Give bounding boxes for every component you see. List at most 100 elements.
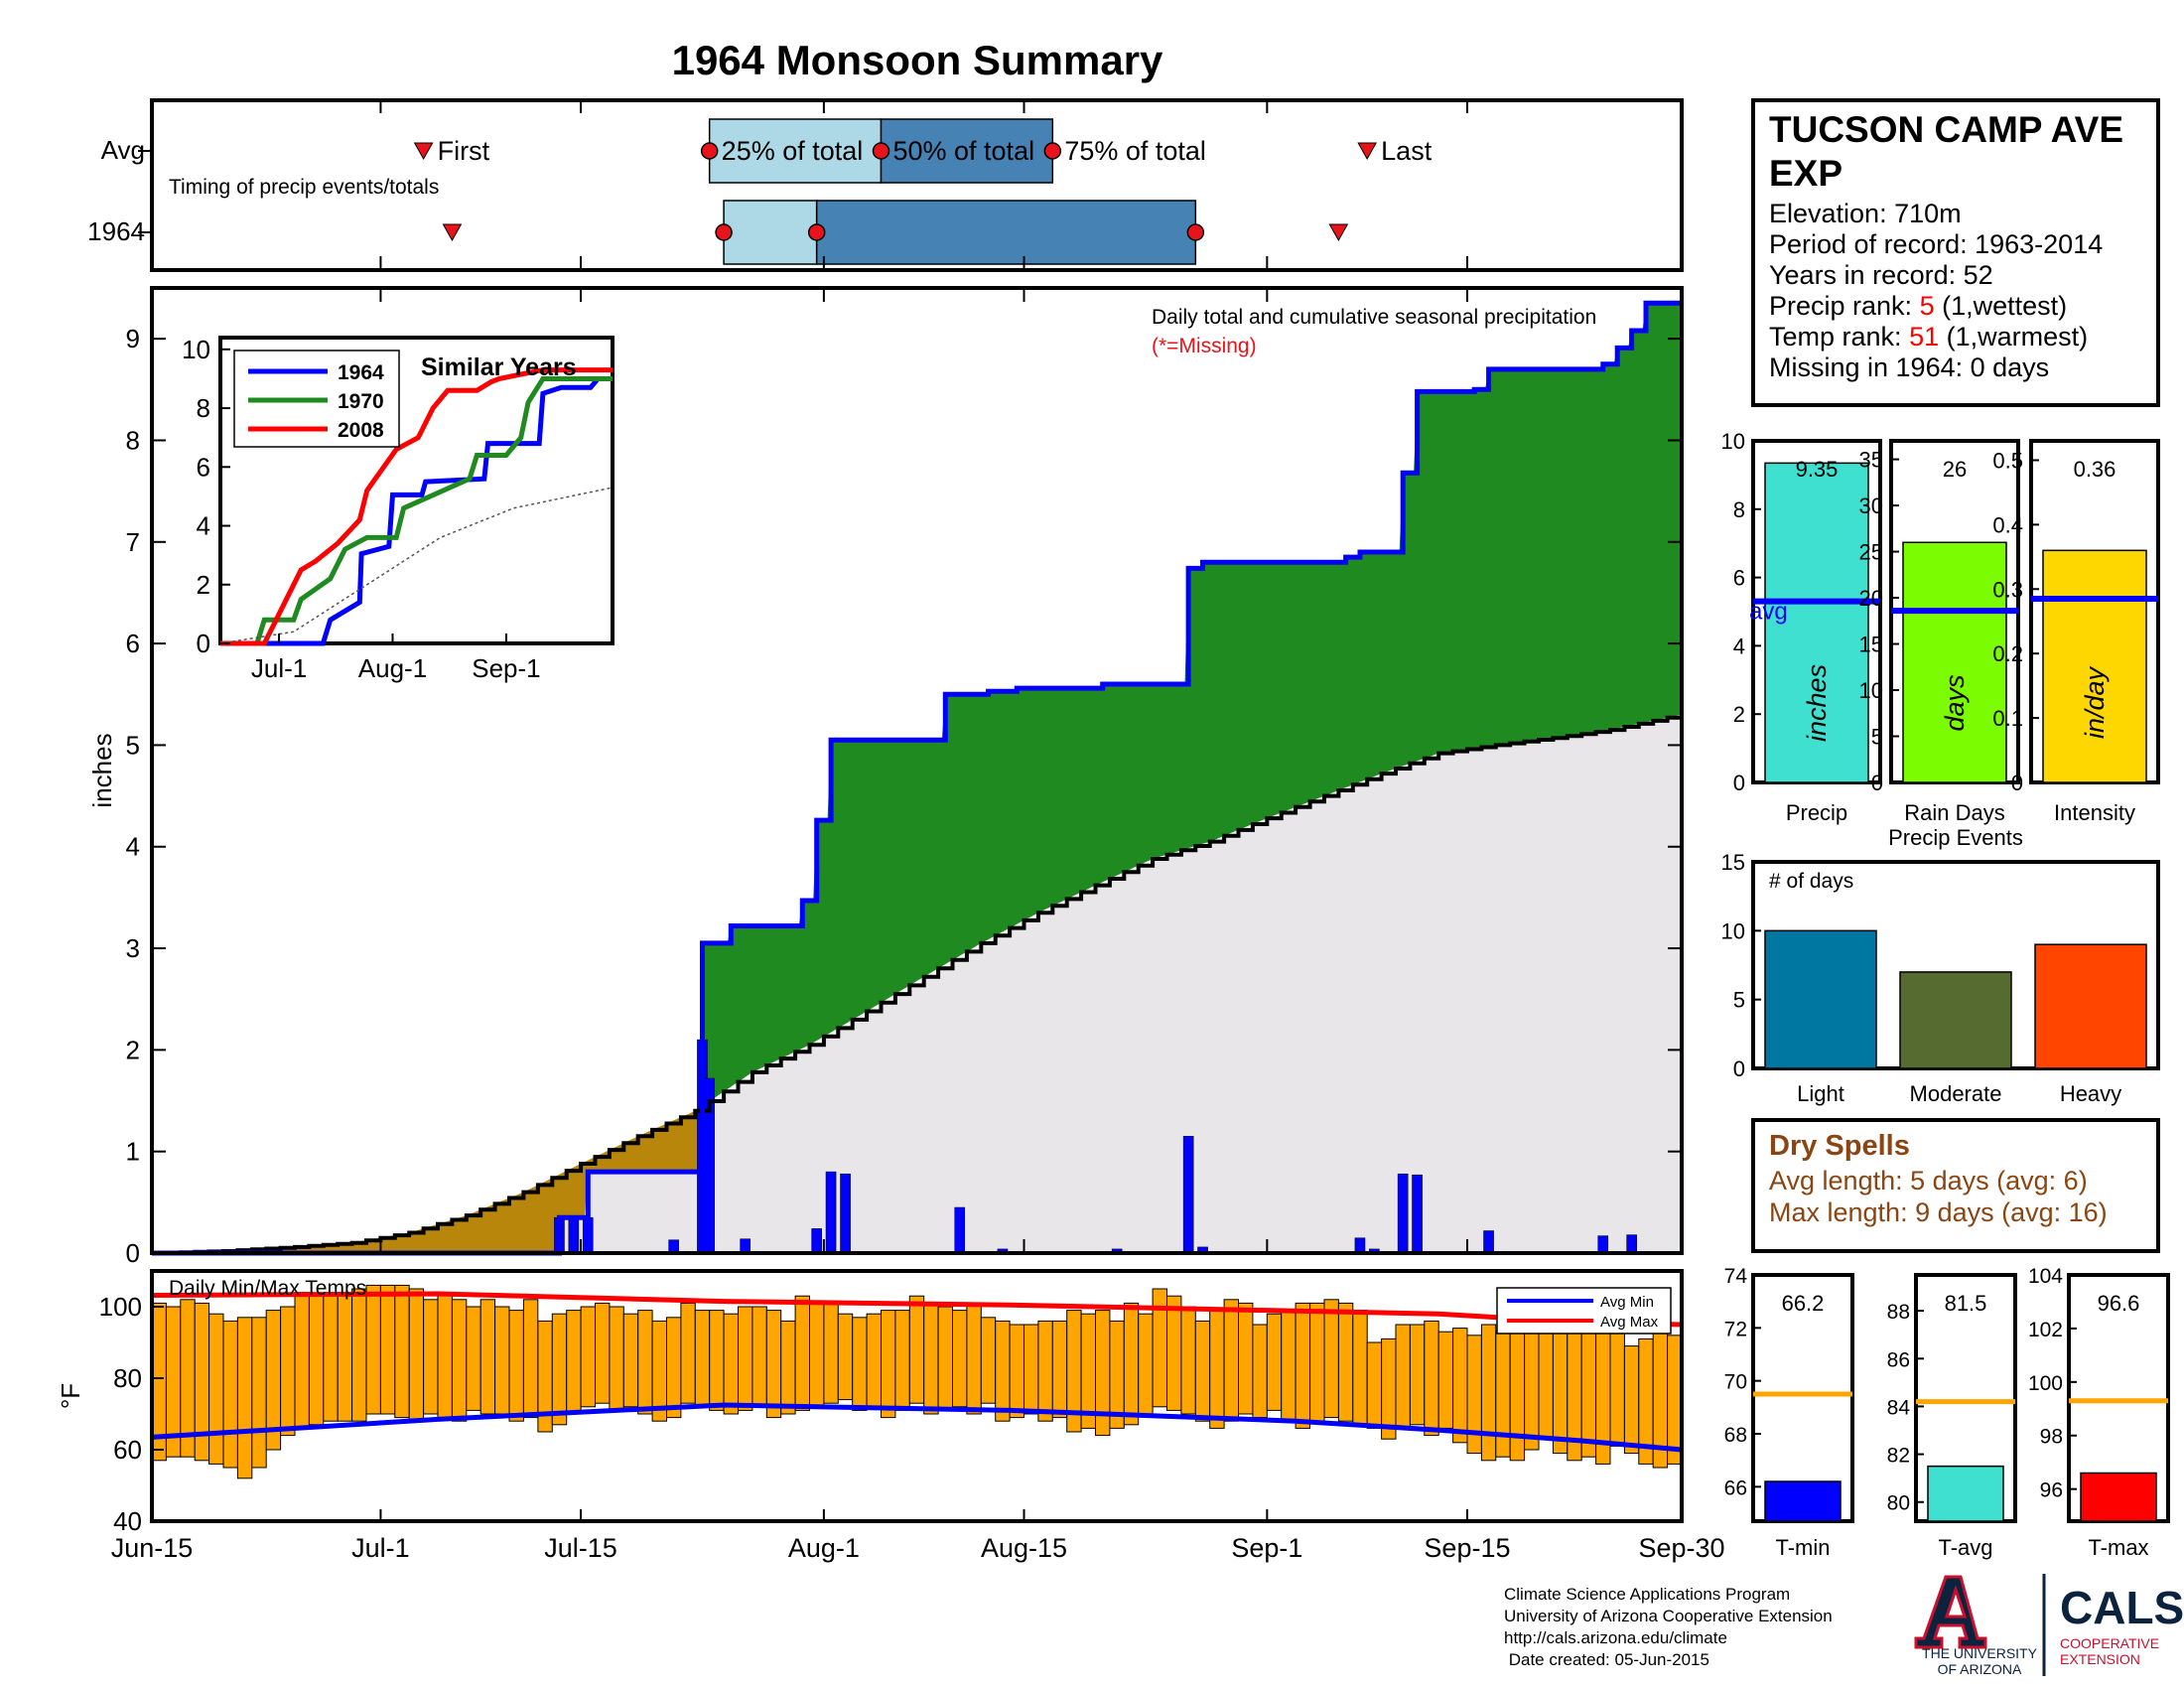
xtick-label: Aug-15 <box>981 1533 1067 1563</box>
daily-temp-bar <box>866 1313 882 1408</box>
daily-temp-bar <box>966 1302 982 1415</box>
stat-ytick-label: 5 <box>1871 725 1883 750</box>
stat-ytick-label: 30 <box>1859 493 1883 518</box>
events-title: Precip Events <box>1888 825 2023 850</box>
daily-precip-bar <box>811 1228 822 1254</box>
stat-value-text: 26 <box>1943 457 1967 482</box>
daily-temp-bar <box>1309 1302 1325 1422</box>
cals-sub-line2: EXTENSION <box>2060 1651 2140 1667</box>
cals-sub-line1: COOPERATIVE <box>2060 1635 2159 1651</box>
figure-title: 1964 Monsoon Summary <box>672 37 1163 83</box>
temp-stat-ytick-label: 84 <box>1887 1396 1911 1419</box>
daily-temp-bar <box>1037 1320 1053 1422</box>
main-ytick-label: 1 <box>126 1137 140 1167</box>
daily-temp-bar <box>780 1320 796 1415</box>
daily-precip-bar <box>740 1238 751 1254</box>
stat-unit-text: days <box>1940 674 1970 731</box>
daily-temp-bar <box>222 1320 238 1469</box>
temp-ylabel: °F <box>56 1383 85 1409</box>
events-category-label: Light <box>1797 1081 1844 1106</box>
xtick-label: Sep-15 <box>1424 1533 1510 1563</box>
events-ytick-label: 10 <box>1721 918 1745 943</box>
daily-temp-bar <box>837 1313 854 1401</box>
daily-temp-bar <box>551 1313 568 1426</box>
daily-temp-bar <box>479 1299 496 1415</box>
daily-temp-bar <box>1395 1324 1411 1429</box>
inset-ytick-label: 6 <box>197 452 210 482</box>
temp-stat-bar <box>1764 1480 1842 1522</box>
station-frame <box>1751 98 2160 407</box>
temp-ytick-label: 60 <box>113 1435 142 1465</box>
daily-temp-bar <box>794 1295 810 1411</box>
main-ylabel: inches <box>87 733 117 807</box>
main-frame <box>150 286 1684 1255</box>
stat-ytick-label: 2 <box>1733 702 1745 727</box>
stat-ytick-label: 0.3 <box>1992 577 2023 602</box>
daily-temp-bar <box>1509 1317 1526 1462</box>
stat-ytick-label: 0 <box>1871 771 1883 795</box>
inset-legend-label-1964: 1964 <box>338 361 384 384</box>
stat-ytick-label: 6 <box>1733 566 1745 591</box>
daily-temp-bar <box>1381 1337 1397 1440</box>
main-ytick-label: 4 <box>126 832 140 862</box>
label-first: First <box>438 136 490 166</box>
inset-legend-label-2008: 2008 <box>338 419 384 442</box>
temp-ytick-label: 80 <box>113 1363 142 1393</box>
daily-temp-bar <box>294 1292 310 1429</box>
daily-temp-bar <box>1051 1320 1068 1419</box>
daily-temp-bar <box>595 1302 611 1404</box>
cals-logo: CALS <box>2060 1582 2184 1633</box>
stat-ytick-label: 0.1 <box>1992 706 2023 731</box>
ua-logo-line2: OF ARIZONA <box>1938 1661 2022 1677</box>
daily-temp-bar <box>1238 1302 1254 1415</box>
timing-dot-icon <box>1186 223 1205 241</box>
daily-precip-bar <box>1182 1136 1194 1254</box>
daily-temp-bar <box>1223 1299 1239 1422</box>
cumulative-1964-line <box>152 300 1682 1256</box>
daily-precip-bar <box>1626 1234 1637 1254</box>
daily-temp-bar <box>1009 1324 1024 1419</box>
daily-temp-bar <box>566 1310 582 1415</box>
daily-temp-bar <box>622 1313 639 1408</box>
temp-stat-ytick-label: 98 <box>2040 1426 2063 1449</box>
events-category-label: Heavy <box>2060 1081 2121 1106</box>
main-ytick-label: 8 <box>126 425 140 455</box>
station-info-box: TUCSON CAMP AVE EXP Elevation: 710mPerio… <box>1751 98 2160 407</box>
daily-temp-bar <box>379 1284 396 1415</box>
stat-unit-text: inches <box>1802 664 1832 742</box>
temp-stat-ytick-label: 96 <box>2040 1479 2063 1502</box>
daily-temp-bar <box>923 1302 939 1415</box>
inset-ytick-label: 0 <box>197 629 210 658</box>
ua-block-a-icon <box>1914 1575 1987 1649</box>
temp-stat-panels: 66.2 T-min 66 68 70 72 74 81.5 T-avg 80 82 84 86 88 96… <box>1724 1265 2170 1560</box>
daily-temp-bar <box>365 1284 381 1415</box>
xtick-label: Jun-15 <box>111 1533 194 1563</box>
timing-row-label-year: 1964 <box>87 216 145 246</box>
stat-ytick-label: 0.4 <box>1992 512 2023 537</box>
stat-ytick-label: 0.5 <box>1992 448 2023 473</box>
daily-temp-bar <box>580 1306 596 1408</box>
temp-stat-ytick-label: 102 <box>2028 1319 2063 1341</box>
daily-temp-bar <box>694 1310 711 1408</box>
temp-stat-ytick-label: 68 <box>1724 1424 1747 1447</box>
legend-avg-max-label: Avg Max <box>1600 1314 1659 1331</box>
dry-spells-avg: Avg length: 5 days (avg: 6) <box>1769 1166 2088 1196</box>
main-ytick-label: 5 <box>126 730 140 760</box>
temp-stat-ytick-label: 88 <box>1887 1301 1910 1324</box>
timing-dot-icon <box>872 142 890 160</box>
daily-temp-bar <box>1495 1331 1511 1458</box>
daily-precip-bar <box>1483 1230 1494 1254</box>
daily-temp-bar <box>1138 1313 1154 1415</box>
inset-series-1964 <box>220 376 613 646</box>
legend-avg-min-label: Avg Min <box>1600 1294 1654 1311</box>
daily-temp-bar <box>1123 1302 1140 1426</box>
stat-unit-text: in/day <box>2080 665 2110 739</box>
avg-second-quartile-box <box>880 118 1054 184</box>
station-info-line: Precip rank: 5 (1,wettest) <box>1769 291 2067 321</box>
daily-temp-bar <box>908 1295 925 1404</box>
timing-dot-icon <box>715 223 733 241</box>
daily-precip-bar <box>840 1173 851 1254</box>
daily-temp-bar <box>208 1313 224 1465</box>
daily-temp-bar <box>1538 1320 1554 1440</box>
temp-stat-ytick-label: 104 <box>2028 1265 2063 1288</box>
